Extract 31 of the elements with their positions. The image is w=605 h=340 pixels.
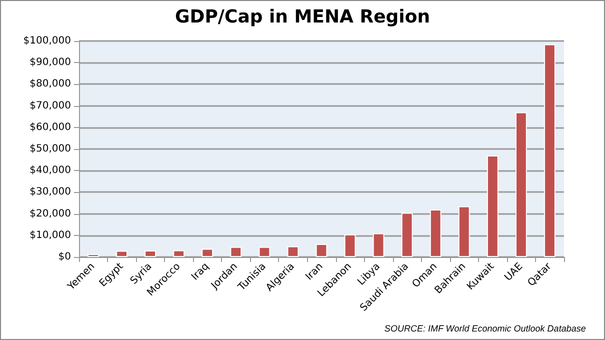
bar — [144, 250, 156, 257]
bar — [316, 244, 328, 257]
bar — [173, 250, 185, 257]
y-tick-label: $50,000 — [30, 144, 71, 154]
bar — [202, 248, 214, 257]
chart-title: GDP/Cap in MENA Region — [174, 6, 430, 28]
y-tick-label: $40,000 — [30, 165, 71, 176]
bar — [458, 206, 470, 257]
y-tick-label: $70,000 — [30, 100, 71, 112]
bar — [116, 250, 128, 257]
bar — [372, 233, 384, 257]
bar — [88, 254, 99, 257]
bar — [486, 155, 498, 257]
y-tick-label: $20,000 — [30, 208, 71, 220]
source-note: SOURCE: IMF World Economic Outlook Database — [384, 324, 586, 334]
bar — [230, 246, 242, 257]
bar — [544, 44, 556, 257]
y-tick-label: $30,000 — [30, 186, 71, 198]
y-tick-label: $60,000 — [30, 122, 71, 133]
bar — [516, 112, 527, 257]
y-tick-label: $100,000 — [23, 36, 71, 46]
bar — [344, 234, 356, 257]
x-tick-label: Iraq — [190, 261, 212, 283]
y-tick-label: $90,000 — [30, 57, 71, 68]
y-tick-label: $80,000 — [30, 78, 71, 90]
bar — [287, 246, 299, 257]
y-tick-label: $0 — [58, 252, 71, 262]
bar — [401, 212, 413, 257]
y-tick-label: $10,000 — [30, 230, 71, 241]
bar — [258, 246, 270, 257]
bar — [430, 209, 442, 257]
